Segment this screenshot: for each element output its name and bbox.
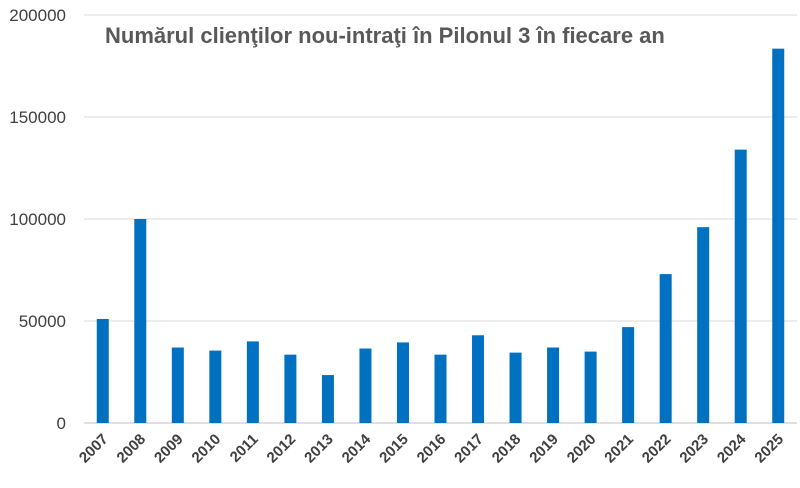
bar-2013 [321,375,334,423]
bar-2024 [734,149,747,423]
x-axis-ticks: 2007 2008 2009 2010 2011 2012 2013 2014 2015 2016… [76,430,787,466]
x-tick-label: 2008 [113,431,149,467]
x-tick-label: 2009 [151,431,187,467]
bar-2009 [171,347,184,423]
bar-2021 [622,327,635,423]
x-tick-label: 2025 [751,431,787,467]
bar-2025 [772,48,785,423]
bars [96,48,785,423]
x-tick-label: 2020 [564,431,600,467]
bar-2007 [96,318,109,423]
y-tick-label: 0 [57,414,66,433]
chart-title: Numărul clienţilor nou-intraţi în Pilonu… [105,23,665,48]
bar-2010 [209,350,222,423]
x-tick-label: 2014 [339,430,375,466]
x-tick-label: 2010 [189,431,225,467]
y-axis-ticks: 0 50000 100000 150000 200000 [9,6,66,433]
bar-2017 [472,335,485,423]
x-tick-label: 2023 [676,431,712,467]
y-tick-label: 150000 [9,108,66,127]
x-tick-label: 2013 [301,431,337,467]
bar-2020 [584,351,597,423]
bar-2023 [697,227,710,423]
bar-2018 [509,352,522,423]
x-tick-label: 2016 [414,431,450,467]
bar-2015 [396,342,409,423]
x-tick-label: 2007 [76,431,112,467]
y-tick-label: 100000 [9,210,66,229]
x-tick-label: 2011 [227,431,262,466]
x-tick-label: 2012 [264,431,300,467]
bar-2008 [134,219,147,423]
y-tick-label: 50000 [19,312,66,331]
bar-2012 [284,354,297,423]
bar-2022 [659,274,672,423]
x-tick-label: 2024 [714,430,750,466]
bar-2014 [359,348,372,423]
bar-2011 [246,341,259,423]
bar-2019 [547,347,560,423]
x-tick-label: 2015 [376,431,412,467]
x-tick-label: 2017 [451,431,487,467]
x-tick-label: 2019 [526,431,562,467]
x-tick-label: 2021 [601,431,637,467]
y-tick-label: 200000 [9,6,66,25]
bar-2016 [434,354,447,423]
x-tick-label: 2018 [489,431,525,467]
x-tick-label: 2022 [639,431,675,467]
gridlines [84,14,797,424]
